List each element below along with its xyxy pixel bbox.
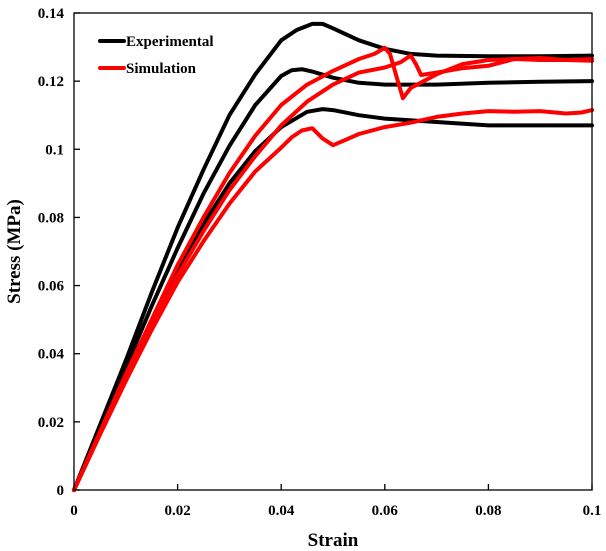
plot-frame [73,12,593,491]
series-layer [72,21,594,492]
experimental-curve-1 [72,21,594,492]
x-axis: 0 0.02 0.04 0.06 0.08 0.1 [70,484,601,519]
simulation-curve-6 [72,108,594,492]
simulation-curve-4 [72,45,594,492]
y-tick-label: 0.1 [45,142,64,158]
x-tick-label: 0.06 [372,503,399,519]
simulation-curve-5 [72,53,594,492]
legend-label-experimental: Experimental [126,34,214,50]
x-tick-label: 0.04 [268,503,295,519]
x-tick-label: 0.1 [583,503,602,519]
y-axis-title: Stress (MPa) [4,199,25,304]
y-tick-label: 0.02 [38,415,64,431]
y-axis: 0 0.02 0.04 0.06 0.08 0.1 0.12 0.14 [38,6,80,499]
legend: Experimental Simulation [98,34,214,77]
legend-label-simulation: Simulation [126,61,197,77]
x-tick-label: 0.02 [164,503,190,519]
x-tick-label: 0 [70,503,78,519]
y-tick-label: 0.12 [38,74,64,90]
y-tick-label: 0.04 [38,347,65,363]
y-tick-label: 0 [57,483,65,499]
y-tick-label: 0.06 [38,279,65,295]
experimental-curve-3 [72,107,594,492]
experimental-curve-2 [72,67,594,492]
x-tick-label: 0.08 [475,503,501,519]
y-tick-label: 0.08 [38,210,64,226]
x-axis-title: Strain [308,530,359,551]
y-tick-label: 0.14 [38,6,65,22]
